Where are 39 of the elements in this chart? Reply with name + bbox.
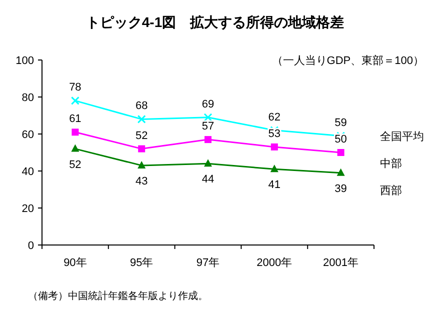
x-tick-label: 90年 — [64, 257, 87, 269]
point — [204, 159, 212, 167]
data-label: 61 — [69, 113, 82, 126]
y-tick-label: 60 — [22, 129, 34, 141]
point — [70, 96, 80, 105]
data-label: 78 — [69, 82, 82, 94]
data-label: 41 — [268, 179, 281, 192]
data-label: 59 — [334, 116, 347, 129]
point — [270, 143, 278, 150]
point — [138, 145, 146, 152]
x-tick-label: 95年 — [130, 257, 154, 269]
point — [270, 164, 278, 172]
point — [72, 128, 79, 136]
y-tick-label: 100 — [16, 55, 34, 67]
point — [137, 114, 146, 124]
data-label: 52 — [135, 130, 148, 142]
data-label: 62 — [268, 111, 281, 124]
point — [71, 144, 80, 152]
point — [204, 136, 212, 144]
point — [138, 160, 146, 168]
x-tick-label: 2000年 — [256, 257, 292, 269]
data-label: 39 — [334, 182, 347, 195]
point — [336, 168, 345, 176]
title: トピック4-1図 拡大する所得の地域格差 — [86, 14, 344, 30]
text: （備考）中国統計年鑑各年版より作成。 — [28, 290, 208, 302]
data-label: 69 — [202, 98, 214, 110]
data-label: 68 — [135, 100, 148, 112]
data-label: 57 — [202, 120, 214, 133]
point — [337, 149, 344, 156]
data-label: 52 — [69, 158, 82, 171]
data-label: 44 — [202, 174, 214, 186]
y-tick-label: 40 — [22, 166, 34, 178]
y-tick-label: 80 — [22, 92, 34, 104]
x-tick-label: 97年 — [196, 257, 220, 269]
data-label: 43 — [135, 175, 148, 188]
y-tick-label: 20 — [22, 203, 34, 215]
subtitle: （一人当りGDP、東部＝100） — [272, 55, 424, 67]
x-tick-label: 2001年 — [323, 257, 359, 269]
y-tick-label: 0 — [28, 240, 34, 252]
